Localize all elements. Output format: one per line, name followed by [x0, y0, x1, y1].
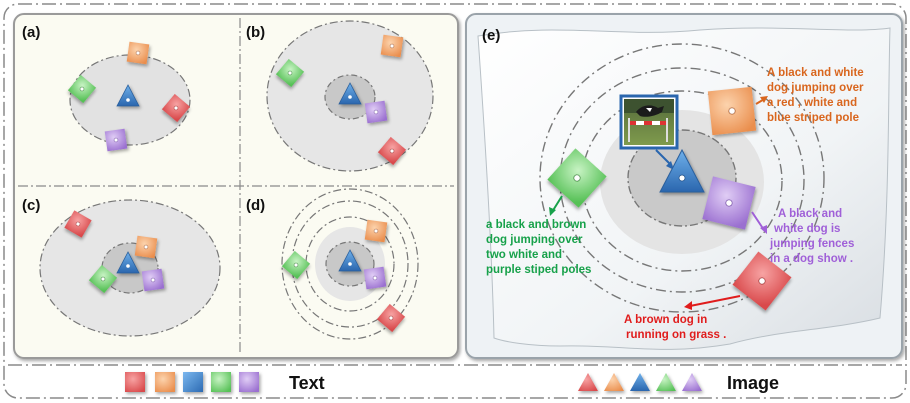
text-marker-red [161, 93, 191, 123]
panel-c: (c) [22, 197, 221, 337]
text-marker-orange [707, 86, 757, 136]
legend-square-green [211, 372, 231, 392]
arrowhead [760, 225, 767, 234]
outer-frame [3, 3, 907, 399]
caption-orange: A black and white dog jumping over a red… [767, 67, 864, 124]
caption-green: a black and brown dog jumping over two w… [486, 219, 591, 276]
text-marker-purple [363, 266, 387, 290]
text-marker-purple [104, 128, 128, 152]
legend-square-orange [155, 372, 175, 392]
text-marker-purple [702, 176, 756, 230]
ring-outer [281, 188, 419, 340]
image-anchor-triangle [116, 84, 140, 107]
text-marker-purple [364, 100, 388, 124]
ring-3 [305, 216, 395, 312]
legend-text-markers [125, 372, 259, 392]
arrowhead [684, 301, 692, 310]
text-marker-green [281, 250, 311, 280]
image-anchor-triangle [338, 249, 362, 272]
caption-line: white dog is [773, 223, 840, 235]
caption-line: A brown dog in [624, 314, 707, 326]
text-marker-green [88, 264, 118, 294]
legend-triangle-blue [630, 373, 650, 391]
image-anchor-triangle [338, 82, 362, 105]
panel-e: (e) [465, 13, 903, 359]
panel-c-label: (c) [22, 197, 40, 214]
caption-line: A black and [778, 208, 842, 220]
text-marker-orange [126, 41, 150, 65]
image-anchor-triangle [659, 148, 705, 193]
text-marker-red [732, 251, 792, 311]
caption-line: purple stiped poles [486, 264, 591, 276]
anchor-dot [126, 98, 130, 102]
caption-line: A black and white [767, 67, 864, 79]
legend-triangle-green [656, 373, 676, 391]
ring-outer [539, 43, 825, 313]
caption-line: jumping fences [769, 238, 854, 250]
text-marker-purple [141, 268, 165, 292]
anchor-dot [348, 262, 352, 266]
text-marker-red [376, 303, 406, 333]
arrowhead [666, 161, 674, 170]
text-marker-red [64, 210, 92, 238]
panel-d: (d) [246, 188, 419, 340]
caption-line: two white and [486, 249, 562, 261]
arrowhead [549, 207, 556, 216]
text-marker-green [547, 148, 607, 208]
panel-a-label: (a) [22, 24, 40, 41]
caption-line: running on grass . [626, 329, 726, 341]
legend-triangle-red [578, 373, 598, 391]
legend-triangle-orange [604, 373, 624, 391]
caption-line: a red , white and [767, 97, 857, 109]
ring-2 [291, 200, 409, 328]
purple-arrow [751, 211, 765, 231]
anchor-dot [126, 264, 130, 268]
legend: Text Image [125, 372, 779, 393]
text-marker-green [275, 58, 305, 88]
caption-line: a black and brown [486, 219, 586, 231]
panel-e-label: (e) [482, 27, 500, 44]
legend-square-blue [183, 372, 203, 392]
caption-line: dog jumping over [486, 234, 583, 246]
legend-triangle-purple [682, 373, 702, 391]
legend-square-red [125, 372, 145, 392]
panel-b-label: (b) [246, 24, 265, 41]
text-marker-green [67, 74, 97, 104]
text-marker-red [377, 136, 407, 166]
legend-image-markers [578, 373, 702, 391]
legend-image-label: Image [727, 373, 779, 393]
legend-text-label: Text [289, 373, 325, 393]
anchor-dot [348, 95, 352, 99]
text-marker-orange [380, 34, 404, 58]
caption-line: blue striped pole [767, 112, 859, 124]
panel-a: (a) [22, 24, 191, 152]
panel-d-label: (d) [246, 197, 265, 214]
ring-3 [581, 90, 783, 272]
arrowhead [760, 96, 768, 103]
caption-red: A brown dog in running on grass . [624, 314, 726, 341]
caption-line: dog jumping over [767, 82, 864, 94]
anchor-dot [678, 174, 686, 182]
caption-line: in a dog show . [770, 253, 853, 265]
red-arrow [689, 295, 741, 307]
dog-photo-thumbnail [619, 94, 679, 150]
legend-square-purple [239, 372, 259, 392]
image-anchor-triangle [116, 251, 140, 274]
caption-purple: A black and white dog is jumping fences … [769, 208, 854, 265]
text-marker-orange [134, 235, 158, 259]
panel-b: (b) [246, 20, 434, 172]
text-marker-orange [364, 219, 388, 243]
